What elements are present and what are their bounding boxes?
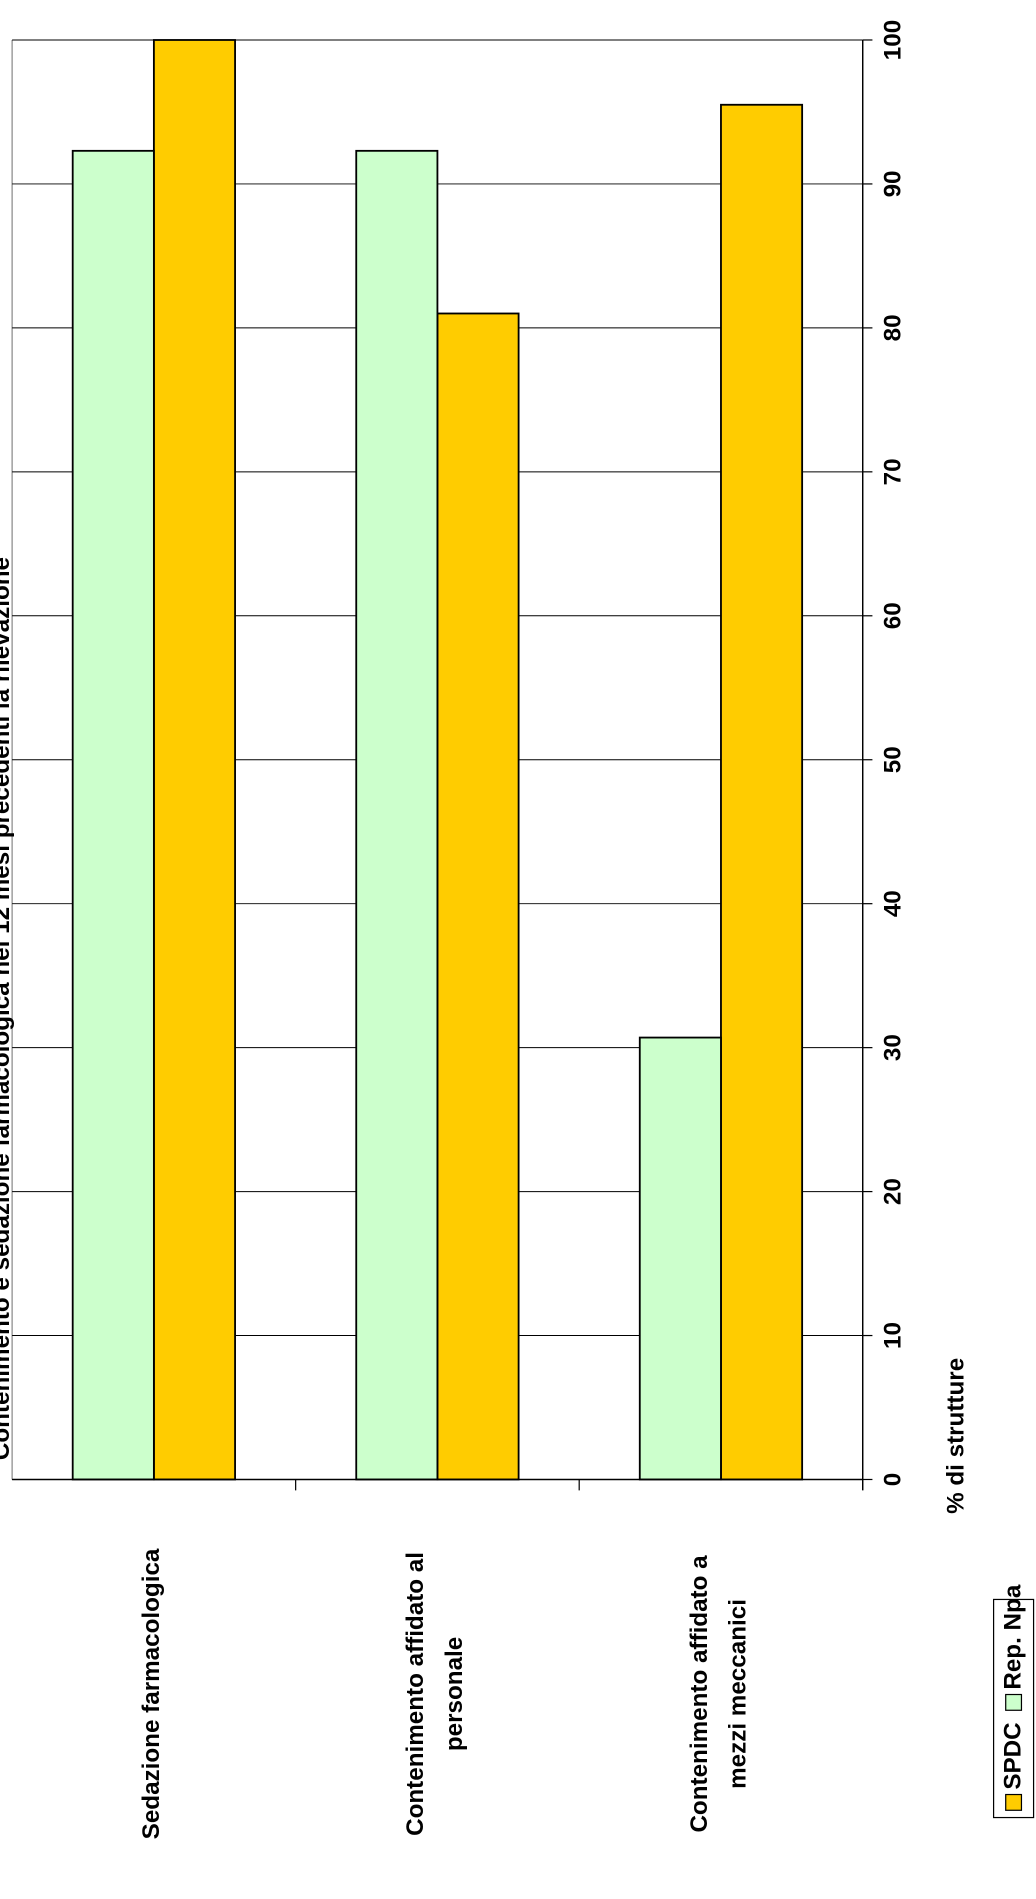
- x-tick-label: personale: [441, 1637, 468, 1751]
- legend-swatch: [1005, 1793, 1023, 1811]
- y-tick-label: 40: [880, 890, 907, 917]
- y-tick-label: 0: [880, 1473, 907, 1486]
- legend-swatch: [1005, 1693, 1023, 1711]
- chart-body: 0 10 20 30 40 50 60 70 80 90 100 Sedazione farmacol…: [0, 20, 1035, 1839]
- x-tick-label: Contenimento affidato a: [686, 1555, 713, 1833]
- legend-label: SPDC: [1000, 1722, 1027, 1789]
- bar: [152, 39, 236, 1481]
- bar: [71, 149, 155, 1481]
- chart-title: Contenimento e sedazione farmacologica n…: [0, 557, 15, 1460]
- y-tick-label: 100: [880, 20, 907, 60]
- y-tick-label: 60: [880, 602, 907, 629]
- y-tick-label: 10: [880, 1322, 907, 1349]
- x-tick-label: Sedazione farmacologica: [138, 1548, 165, 1839]
- bar: [720, 103, 804, 1481]
- x-tick-label: Contenimento affidato al: [402, 1552, 429, 1836]
- x-tick-label: mezzi meccanici: [725, 1599, 752, 1789]
- y-tick-label: 50: [880, 746, 907, 773]
- y-tick-label: 70: [880, 458, 907, 485]
- bar: [355, 149, 439, 1481]
- y-tick-label: 30: [880, 1034, 907, 1061]
- bar: [436, 312, 520, 1481]
- legend-label: Rep. Npa: [1000, 1584, 1027, 1689]
- y-tick-label: 80: [880, 314, 907, 341]
- y-tick-label: 90: [880, 170, 907, 197]
- axis-title: % di strutture: [943, 1358, 970, 1514]
- bar: [638, 1036, 722, 1481]
- y-tick-label: 20: [880, 1178, 907, 1205]
